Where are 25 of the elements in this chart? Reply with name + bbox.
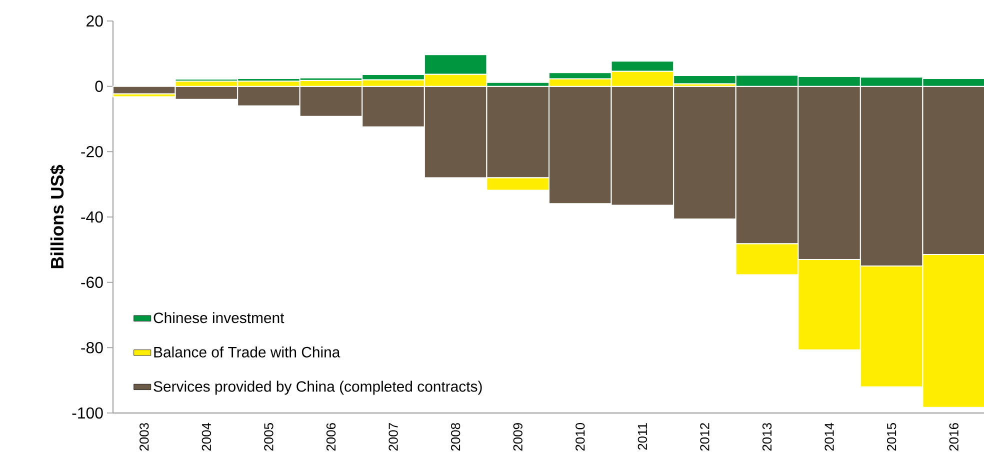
x-tick-label: 2005 [264, 423, 274, 451]
legend-label: Chinese investment [154, 312, 284, 324]
x-tick-label: 2013 [762, 423, 772, 451]
y-tick-label: 20 [86, 15, 103, 27]
legend-label: Services provided by China (completed contracts) [154, 380, 482, 395]
y-tick-label: -60 [81, 276, 103, 288]
x-tick-label: 2003 [140, 423, 149, 451]
x-tick-label: 2010 [576, 423, 585, 451]
x-tick-label: 2006 [326, 423, 336, 451]
y-tick-label: -40 [81, 211, 103, 223]
x-tick-label: 2012 [700, 423, 710, 451]
x-tick-label: 2008 [450, 423, 460, 451]
legend-label: Balance of Trade with China [154, 346, 340, 358]
x-tick-label: 2014 [824, 422, 834, 451]
y-tick-label: -80 [81, 342, 103, 354]
x-tick-label: 2011 [638, 423, 648, 450]
y-axis-title: Billions US$ [50, 164, 65, 268]
x-tick-label: 2004 [202, 422, 212, 451]
y-tick-label: 0 [95, 80, 103, 92]
y-tick-label: -100 [72, 407, 103, 419]
y-tick-label: -20 [81, 146, 103, 158]
x-tick-label: 2007 [388, 423, 398, 451]
x-tick-label: 2015 [886, 423, 896, 451]
x-tick-label: 2016 [949, 423, 958, 451]
x-tick-label: 2009 [513, 423, 522, 451]
